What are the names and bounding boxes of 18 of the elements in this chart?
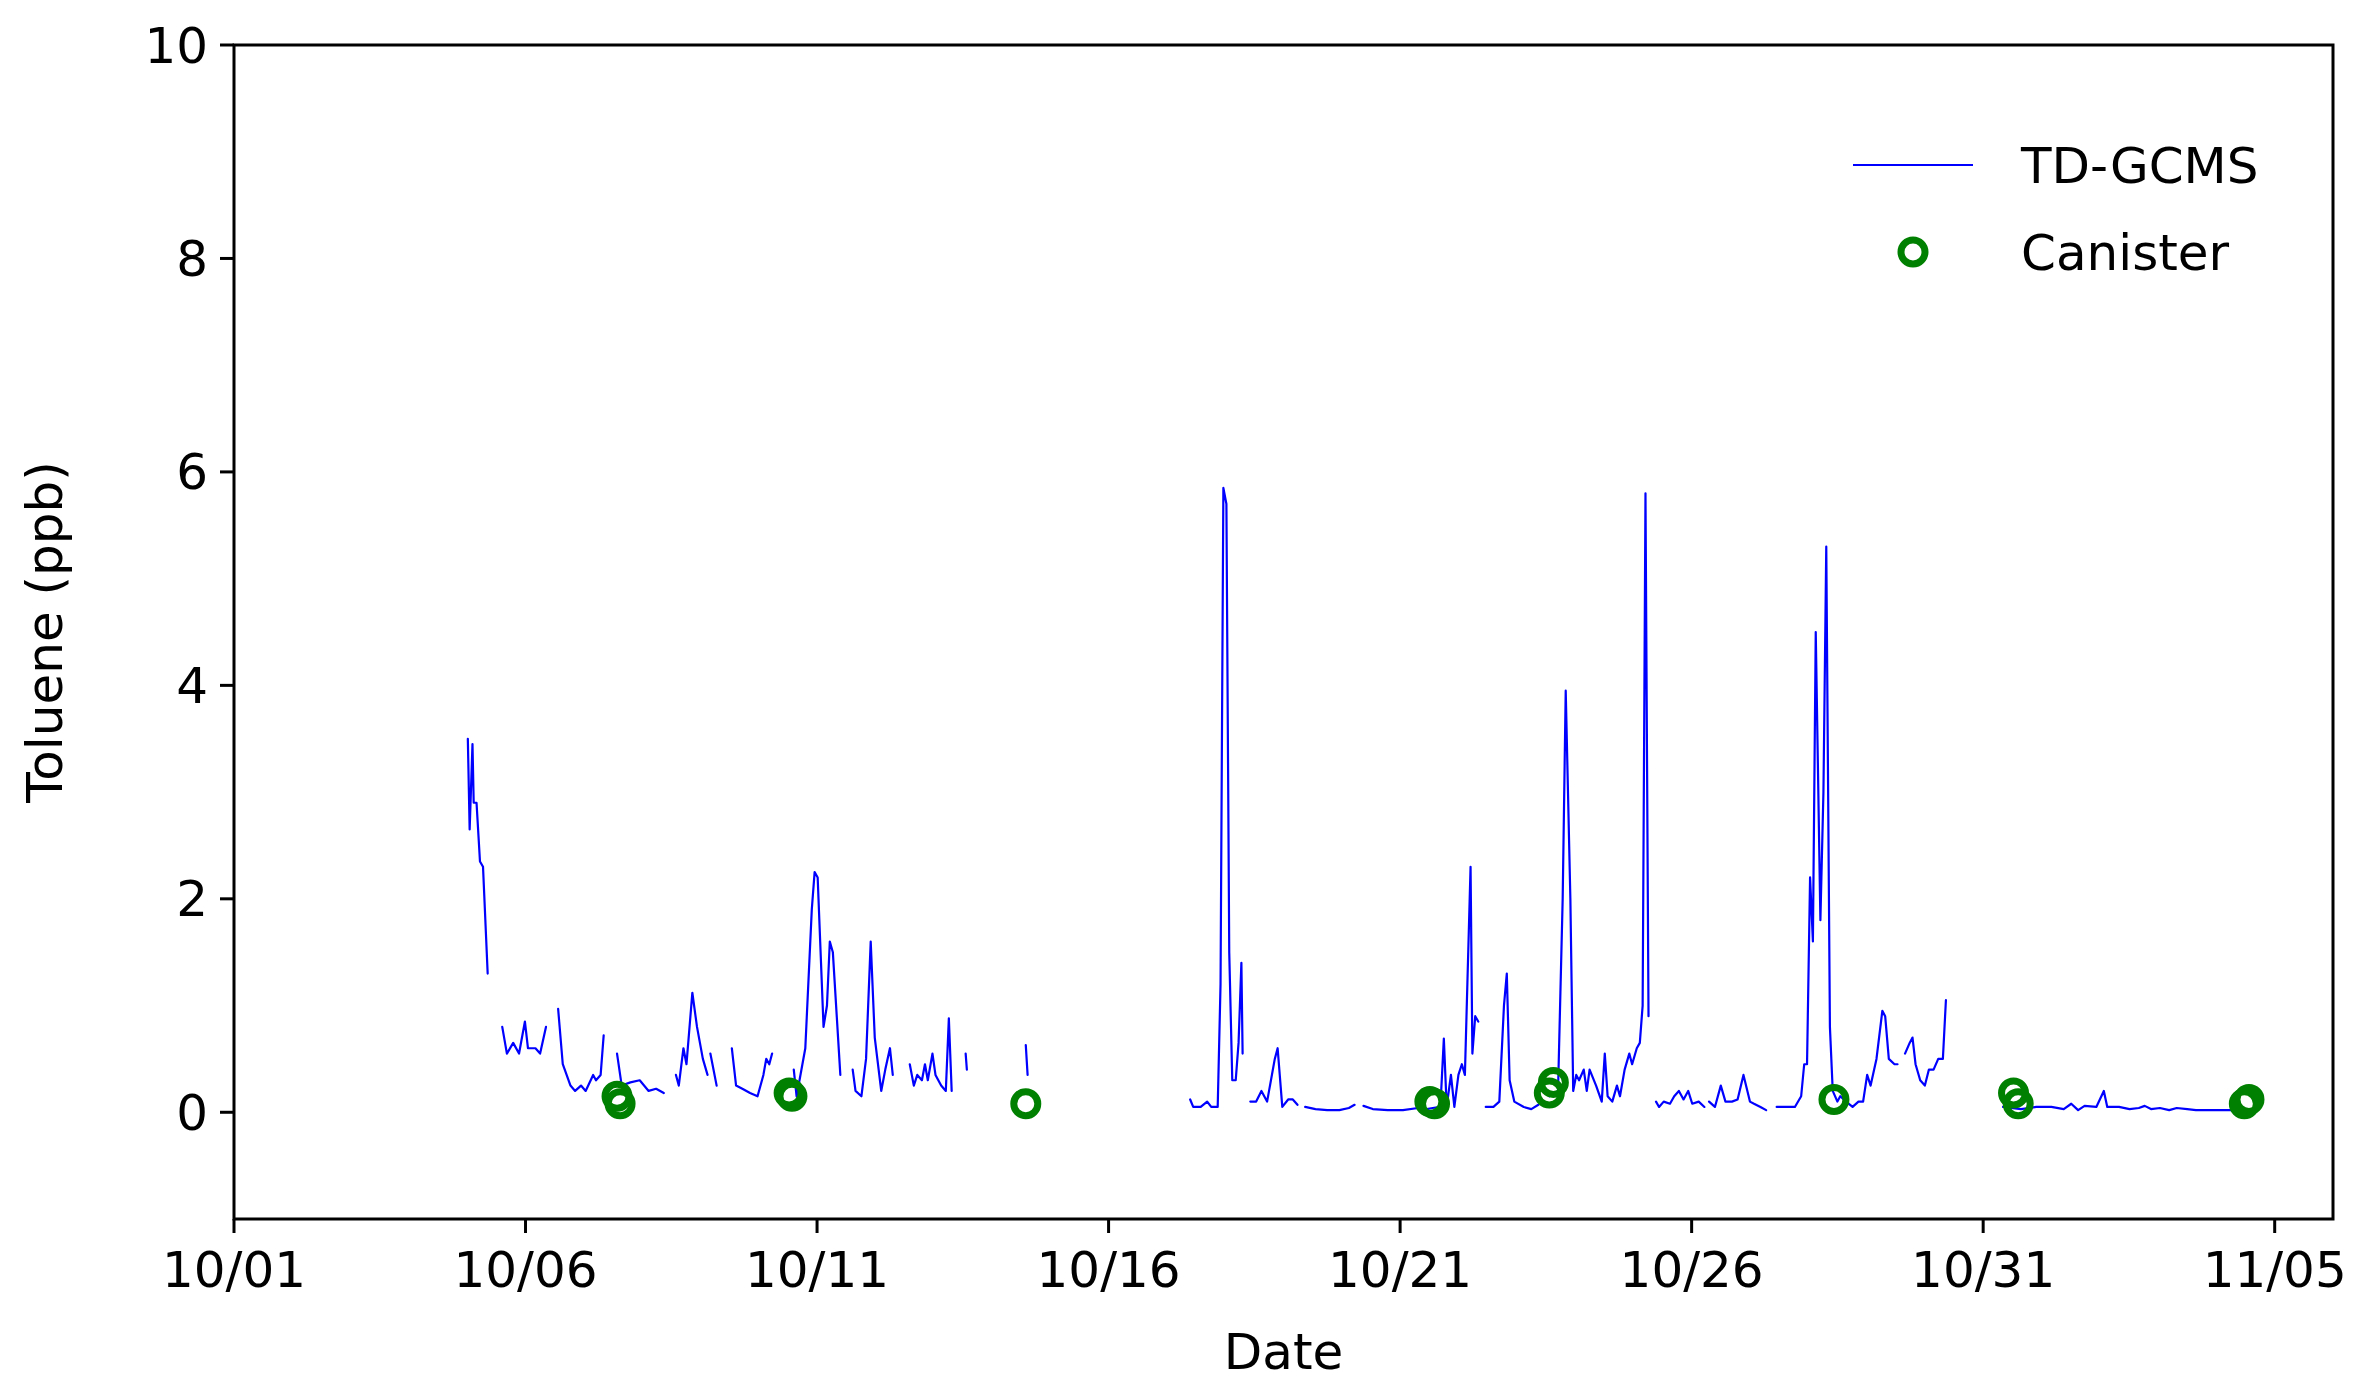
x-tick-label: 10/31 (1911, 1241, 2056, 1299)
y-tick-label: 4 (176, 656, 208, 715)
x-tick-label: 11/05 (2202, 1241, 2347, 1299)
x-tick-label: 10/26 (1619, 1241, 1764, 1299)
y-tick-label: 6 (176, 443, 208, 502)
y-tick-label: 8 (176, 229, 208, 288)
legend-label: TD-GCMS (2020, 136, 2259, 195)
y-tick-label: 2 (176, 870, 208, 929)
y-axis-title: Toluene (ppb) (16, 461, 74, 804)
x-tick-label: 10/21 (1328, 1241, 1473, 1299)
x-axis-title: Date (1223, 1323, 1344, 1381)
y-tick-label: 10 (144, 16, 208, 75)
legend-label: Canister (2021, 223, 2230, 282)
y-tick-label: 0 (176, 1083, 208, 1142)
x-tick-label: 10/01 (161, 1241, 307, 1299)
x-tick-label: 10/16 (1036, 1241, 1181, 1299)
x-tick-label: 10/11 (745, 1241, 890, 1299)
x-tick-label: 10/06 (453, 1241, 598, 1299)
